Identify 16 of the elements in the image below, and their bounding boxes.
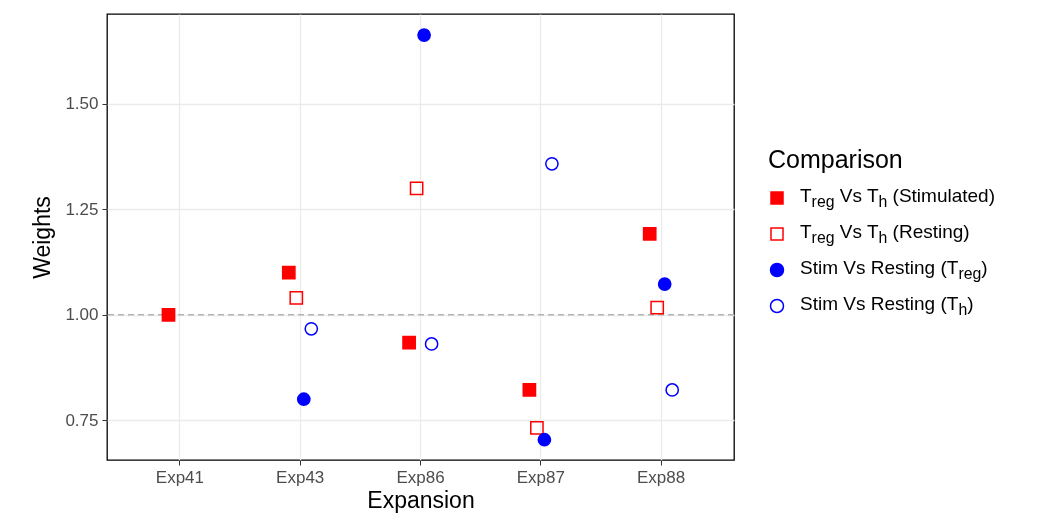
x-tick-label: Exp87 — [516, 467, 565, 487]
legend-label: T$_{reg}$ Vs T$_{h}$ (Stimulated) — [800, 185, 996, 211]
x-tick-label: Exp86 — [396, 467, 445, 487]
y-axis-title: Weights — [29, 196, 56, 279]
x-axis-title: Expansion — [367, 486, 475, 513]
legend-label: T$_{reg}$ Vs T$_{h}$ (Resting) — [800, 221, 970, 247]
y-tick-label: 1.50 — [65, 94, 99, 114]
x-tick-label: Exp43 — [276, 467, 325, 487]
y-tick-label: 0.75 — [65, 410, 99, 430]
x-tick-label: Exp88 — [637, 467, 686, 487]
legend-label: Stim Vs Resting (T$_{reg}$) — [800, 257, 988, 283]
legend-label: Stim Vs Resting (T$_{h}$) — [800, 293, 974, 319]
y-tick-label: 1.25 — [65, 199, 99, 219]
legend-title: Comparison — [768, 145, 904, 174]
y-tick-label: 1.00 — [65, 305, 99, 325]
x-tick-label: Exp41 — [155, 467, 204, 487]
